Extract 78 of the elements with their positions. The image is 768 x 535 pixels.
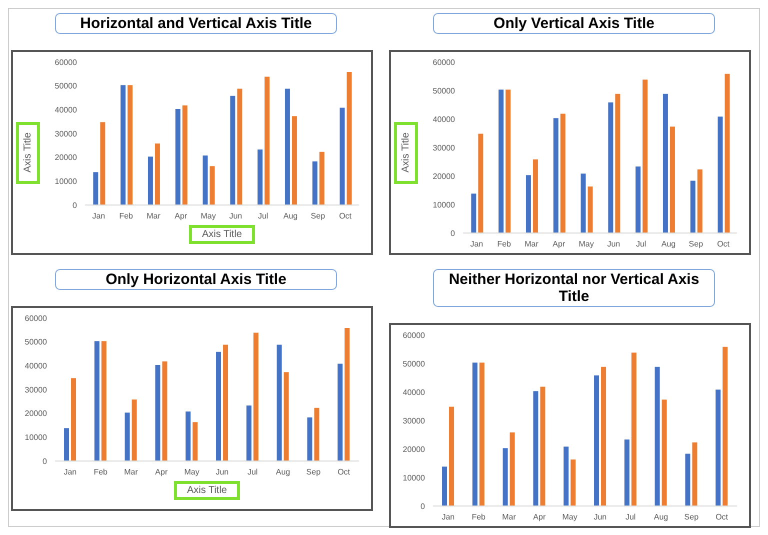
chart-title: Only Horizontal Axis Title — [55, 269, 337, 290]
y-axis-title: Axis Title — [22, 132, 34, 173]
y-tick-label: 20000 — [402, 444, 426, 454]
x-tick-label: May — [578, 240, 594, 249]
x-tick-label: Jul — [247, 468, 258, 477]
y-tick-label: 10000 — [402, 473, 426, 482]
x-tick-label: May — [184, 468, 200, 477]
x-tick-label: Oct — [716, 512, 729, 522]
x-tick-label: Apr — [533, 512, 546, 522]
y-tick-label: 40000 — [54, 106, 78, 115]
x-tick-label: Jun — [229, 212, 242, 221]
chart-title: Neither Horizontal nor Vertical Axis Title — [433, 269, 715, 307]
x-tick-label: Apr — [155, 468, 168, 477]
y-tick-label: 60000 — [432, 58, 456, 67]
y-tick-label: 50000 — [24, 338, 48, 347]
x-tick-label: Sep — [688, 240, 704, 249]
y-tick-label: 60000 — [402, 330, 426, 340]
y-tick-label: 0 — [450, 228, 456, 238]
y-tick-label: 60000 — [24, 314, 48, 323]
x-tick-label: Mar — [524, 240, 539, 249]
y-tick-label: 20000 — [24, 409, 48, 418]
x-tick-label: Jul — [258, 212, 268, 221]
x-tick-label: Sep — [310, 212, 326, 221]
y-tick-label: 30000 — [432, 143, 456, 152]
y-tick-label: 20000 — [54, 153, 78, 162]
x-tick-label: Feb — [94, 468, 108, 477]
x-tick-label: Apr — [174, 212, 188, 221]
x-tick-label: Jul — [636, 240, 646, 249]
y-tick-label: 0 — [420, 502, 426, 511]
x-tick-label: May — [562, 512, 578, 522]
highlight-frame: Axis Title — [174, 481, 240, 500]
x-tick-label: Mar — [146, 212, 161, 221]
y-tick-label: 30000 — [402, 416, 426, 426]
y-tick-label: 10000 — [24, 433, 48, 442]
x-tick-label: Aug — [283, 212, 298, 221]
x-tick-label: Jan — [442, 512, 455, 522]
x-tick-label: Aug — [654, 512, 668, 522]
y-tick-label: 50000 — [432, 86, 456, 96]
x-tick-label: Feb — [497, 240, 512, 249]
x-tick-label: Feb — [119, 212, 134, 221]
x-tick-label: Jun — [216, 468, 229, 477]
y-tick-label: 30000 — [54, 129, 78, 138]
x-tick-label: Jul — [625, 512, 636, 522]
x-tick-label: Aug — [661, 240, 676, 249]
highlight-frame: Axis Title — [394, 122, 418, 184]
y-tick-label: 40000 — [24, 362, 48, 371]
y-tick-label: 20000 — [432, 172, 456, 181]
y-tick-label: 0 — [42, 456, 48, 466]
highlight-frame: Axis Title — [16, 122, 40, 184]
x-tick-label: Jun — [594, 512, 607, 522]
x-tick-label: Jun — [607, 240, 620, 249]
y-tick-label: 10000 — [54, 177, 78, 186]
x-tick-label: Oct — [717, 240, 730, 249]
y-tick-label: 50000 — [54, 82, 78, 91]
x-tick-label: Sep — [684, 512, 700, 522]
x-tick-label: Apr — [552, 240, 566, 249]
highlight-frame: Axis Title — [188, 225, 255, 244]
y-axis-title: Axis Title — [400, 132, 412, 173]
chart-title: Only Vertical Axis Title — [433, 13, 715, 34]
chart-title: Horizontal and Vertical Axis Title — [55, 13, 337, 34]
y-tick-label: 40000 — [432, 114, 456, 124]
y-tick-label: 60000 — [54, 58, 78, 67]
y-tick-label: 40000 — [402, 388, 426, 397]
x-tick-label: Feb — [472, 512, 486, 522]
x-tick-label: Jan — [64, 468, 77, 477]
y-tick-label: 0 — [72, 200, 78, 210]
y-tick-label: 30000 — [24, 385, 48, 394]
x-tick-label: May — [200, 212, 216, 221]
x-tick-label: Oct — [338, 468, 351, 477]
x-tick-label: Mar — [124, 468, 138, 477]
x-tick-label: Oct — [339, 212, 352, 221]
x-tick-label: Jan — [92, 212, 106, 221]
x-tick-label: Sep — [306, 468, 322, 477]
y-tick-label: 50000 — [402, 359, 426, 368]
y-tick-label: 10000 — [432, 200, 456, 210]
x-tick-label: Aug — [276, 468, 290, 477]
x-tick-label: Jan — [470, 240, 484, 249]
x-tick-label: Mar — [502, 512, 516, 522]
